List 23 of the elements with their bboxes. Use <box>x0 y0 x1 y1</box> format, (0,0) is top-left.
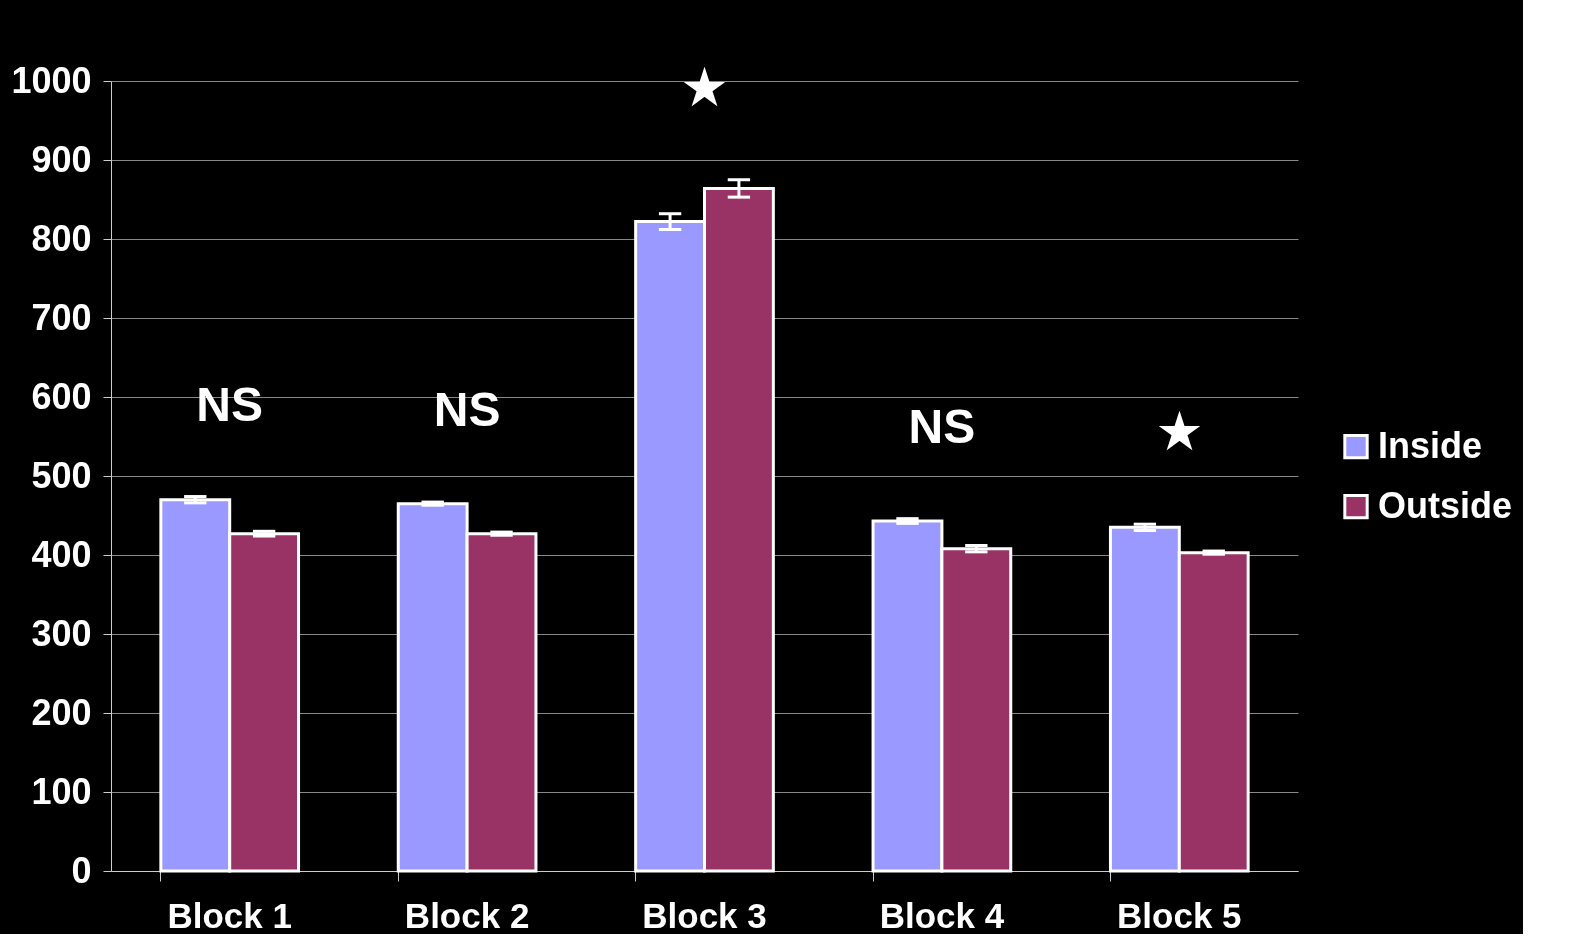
x-tick-label: Block 1 <box>167 895 292 935</box>
y-tick-label: 1000 <box>11 59 92 101</box>
y-tick-label: 0 <box>71 849 92 891</box>
y-tick-label: 700 <box>31 296 92 338</box>
y-tick-label: 800 <box>31 217 92 259</box>
x-tick-label: Block 2 <box>404 895 530 935</box>
x-tick-label: Block 3 <box>642 895 767 935</box>
y-tick-label: 900 <box>31 138 92 180</box>
x-tick-label: Block 5 <box>1117 895 1242 935</box>
y-tick-label: 600 <box>31 375 92 417</box>
y-tick-label: 200 <box>31 691 92 733</box>
annotation: NS <box>433 383 501 437</box>
legend-label: Inside <box>1378 424 1483 466</box>
y-tick-label: 300 <box>31 612 92 654</box>
annotation: ★ <box>683 60 726 114</box>
legend-label: Outside <box>1378 484 1513 526</box>
y-tick-label: 400 <box>31 533 92 575</box>
annotation: NS <box>908 399 976 453</box>
y-tick-label: 500 <box>31 454 92 496</box>
x-tick-label: Block 4 <box>879 895 1005 935</box>
annotation: ★ <box>1157 405 1201 459</box>
y-tick-label: 100 <box>31 770 92 812</box>
annotation: NS <box>196 377 264 431</box>
